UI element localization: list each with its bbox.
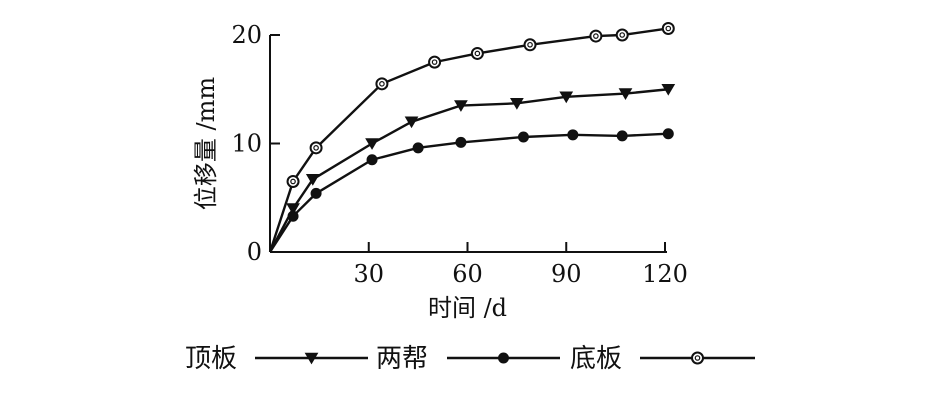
- data-point-两帮: [567, 129, 579, 141]
- legend-marker-inner: [694, 355, 701, 361]
- legend-label: 两帮: [376, 344, 428, 374]
- x-tick-label: 60: [452, 260, 483, 288]
- data-point-底板-inner: [527, 41, 533, 48]
- data-point-底板-inner: [379, 81, 385, 87]
- legend-item-两帮: 两帮: [376, 344, 560, 374]
- data-point-底板-inner: [313, 145, 319, 151]
- data-point-两帮: [310, 187, 322, 199]
- series-顶板: [268, 83, 676, 253]
- legend-marker: [498, 352, 509, 364]
- data-point-底板: [470, 46, 484, 60]
- legend-item-底板: 底板: [570, 344, 755, 374]
- data-point-两帮: [412, 142, 424, 154]
- x-tick-label: 120: [642, 260, 688, 288]
- data-point-底板-inner: [431, 59, 438, 65]
- x-axis-title: 时间 /d: [428, 294, 507, 322]
- data-point-顶板: [404, 116, 419, 129]
- data-point-顶板: [454, 100, 468, 112]
- data-point-底板: [615, 28, 629, 42]
- data-point-底板-inner: [474, 50, 481, 57]
- data-point-两帮: [455, 136, 467, 148]
- y-tick-label: 20: [231, 21, 262, 49]
- data-point-顶板: [305, 174, 320, 186]
- data-point-两帮: [517, 131, 529, 143]
- y-axis-title: 位移量 /mm: [192, 77, 220, 210]
- legend: 顶板 两帮 底板: [185, 344, 755, 374]
- series-line-顶板: [268, 88, 669, 253]
- data-point-顶板: [661, 83, 676, 96]
- data-point-顶板: [286, 203, 300, 215]
- data-point-顶板: [510, 98, 524, 110]
- axes: 0 10 20 30 60 90 120 时间 /d 位移量 /mm: [192, 21, 688, 322]
- series-底板: [268, 21, 675, 253]
- series-line-两帮: [268, 132, 669, 253]
- x-tick-label: 30: [353, 260, 384, 288]
- series-line-底板: [268, 27, 669, 253]
- data-point-底板: [428, 55, 442, 69]
- data-point-底板: [286, 174, 300, 188]
- data-point-两帮: [662, 128, 674, 140]
- data-point-底板-inner: [619, 32, 626, 38]
- data-point-底板-inner: [593, 33, 599, 39]
- data-point-顶板: [559, 91, 574, 104]
- data-point-底板: [589, 29, 603, 43]
- data-point-顶板: [618, 88, 633, 100]
- data-point-两帮: [616, 130, 628, 142]
- data-point-两帮: [366, 154, 378, 166]
- legend-label: 顶板: [185, 344, 237, 374]
- y-tick-label: 0: [247, 238, 262, 266]
- series-两帮: [268, 128, 674, 253]
- data-point-底板: [375, 77, 389, 91]
- x-tick-label: 90: [551, 260, 582, 288]
- data-point-底板: [661, 21, 675, 35]
- data-point-底板-inner: [290, 178, 296, 185]
- legend-marker: [304, 352, 319, 365]
- data-point-底板-inner: [665, 25, 672, 32]
- legend-item-顶板: 顶板: [185, 344, 368, 374]
- series-layer: [268, 21, 676, 253]
- legend-marker: [691, 351, 704, 365]
- legend-label: 底板: [570, 344, 622, 374]
- data-point-底板: [523, 38, 537, 52]
- data-point-顶板: [365, 138, 379, 150]
- y-tick-label: 10: [231, 130, 262, 158]
- data-point-两帮: [287, 210, 299, 222]
- data-point-底板: [309, 141, 323, 155]
